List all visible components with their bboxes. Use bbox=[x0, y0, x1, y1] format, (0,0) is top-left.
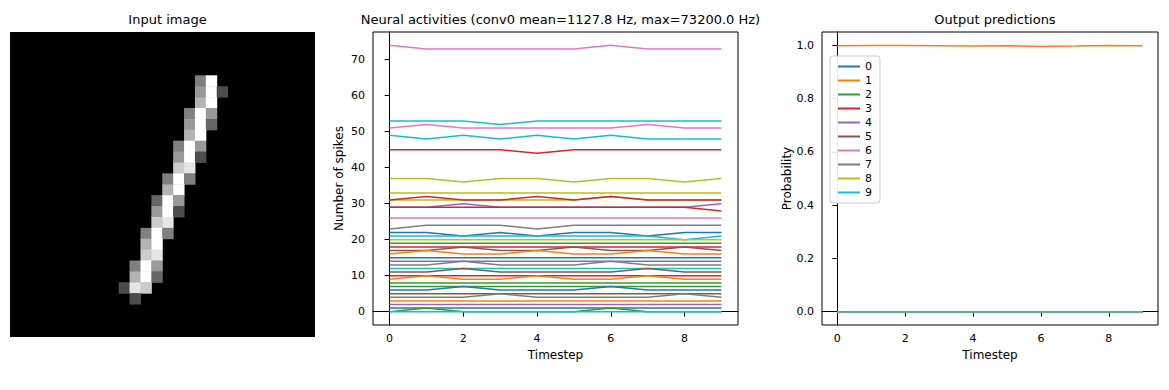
svg-text:Input image: Input image bbox=[128, 12, 206, 27]
svg-text:40: 40 bbox=[351, 161, 365, 174]
svg-text:60: 60 bbox=[351, 89, 365, 102]
svg-text:10: 10 bbox=[351, 269, 365, 282]
svg-text:70: 70 bbox=[351, 53, 365, 66]
svg-text:0: 0 bbox=[834, 332, 841, 345]
svg-text:7: 7 bbox=[865, 158, 872, 171]
svg-text:8: 8 bbox=[681, 332, 688, 345]
svg-text:Timestep: Timestep bbox=[961, 348, 1017, 362]
svg-text:4: 4 bbox=[534, 332, 541, 345]
svg-text:9: 9 bbox=[865, 186, 872, 199]
svg-text:0.6: 0.6 bbox=[797, 145, 815, 158]
svg-text:Neural activities (conv0 mean=: Neural activities (conv0 mean=1127.8 Hz,… bbox=[361, 12, 760, 27]
svg-text:0.8: 0.8 bbox=[797, 92, 815, 105]
svg-text:8: 8 bbox=[865, 172, 872, 185]
svg-text:4: 4 bbox=[970, 332, 977, 345]
svg-text:0: 0 bbox=[386, 332, 393, 345]
svg-text:6: 6 bbox=[607, 332, 614, 345]
svg-text:Number of spikes: Number of spikes bbox=[332, 126, 346, 231]
svg-text:6: 6 bbox=[1037, 332, 1044, 345]
svg-text:0: 0 bbox=[865, 60, 872, 73]
svg-text:3: 3 bbox=[865, 102, 872, 115]
svg-text:5: 5 bbox=[865, 130, 872, 143]
svg-text:4: 4 bbox=[865, 116, 872, 129]
svg-text:6: 6 bbox=[865, 144, 872, 157]
svg-text:2: 2 bbox=[902, 332, 909, 345]
svg-text:50: 50 bbox=[351, 125, 365, 138]
svg-text:30: 30 bbox=[351, 197, 365, 210]
svg-text:20: 20 bbox=[351, 233, 365, 246]
svg-text:Timestep: Timestep bbox=[527, 348, 583, 362]
svg-text:8: 8 bbox=[1105, 332, 1112, 345]
svg-text:0.0: 0.0 bbox=[797, 305, 815, 318]
svg-text:Probability: Probability bbox=[780, 147, 794, 210]
svg-text:1.0: 1.0 bbox=[797, 39, 815, 52]
svg-text:2: 2 bbox=[460, 332, 467, 345]
svg-text:1: 1 bbox=[865, 74, 872, 87]
svg-text:0: 0 bbox=[358, 305, 365, 318]
svg-text:Output predictions: Output predictions bbox=[934, 12, 1056, 27]
svg-text:0.2: 0.2 bbox=[797, 252, 815, 265]
svg-text:2: 2 bbox=[865, 88, 872, 101]
svg-text:0.4: 0.4 bbox=[797, 199, 815, 212]
